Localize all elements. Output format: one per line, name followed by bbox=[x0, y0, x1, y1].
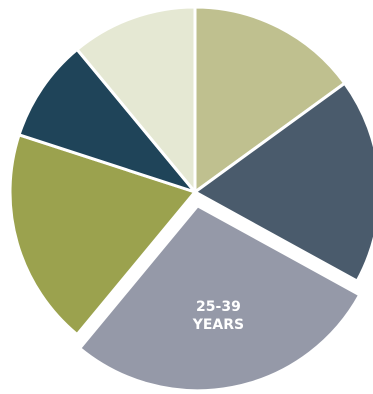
pie-slice bbox=[193, 81, 373, 283]
pie-slice bbox=[193, 5, 347, 194]
pie-slice bbox=[17, 47, 197, 194]
slice-label: 25-39 YEARS bbox=[192, 299, 244, 333]
pie-slice bbox=[78, 204, 362, 393]
pie-slice bbox=[75, 5, 197, 194]
pie-slice bbox=[8, 133, 197, 337]
